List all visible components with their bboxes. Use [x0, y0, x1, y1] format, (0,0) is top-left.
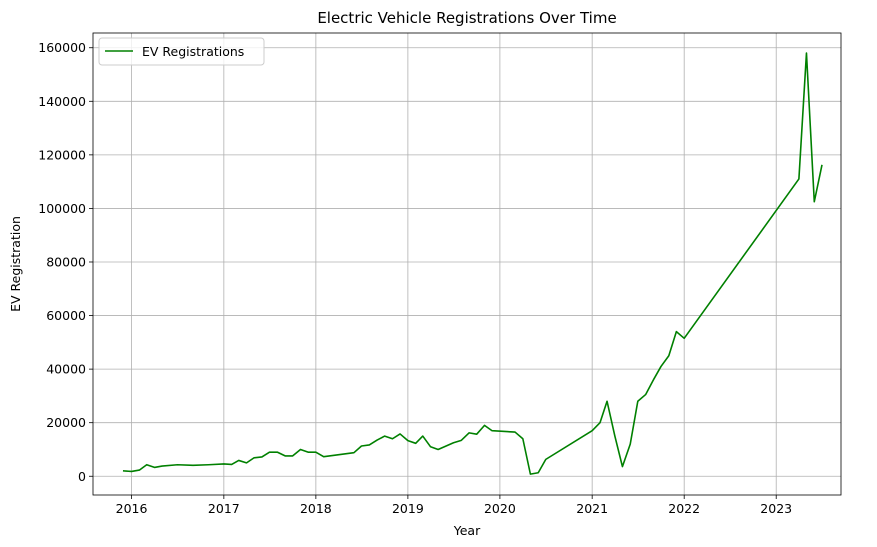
- y-tick-label: 160000: [38, 40, 86, 55]
- x-axis-label: Year: [453, 523, 481, 538]
- x-tick-label: 2017: [208, 501, 240, 516]
- y-axis-label: EV Registration: [8, 216, 23, 312]
- legend-label-ev-registrations: EV Registrations: [142, 44, 244, 59]
- y-tick-label: 40000: [46, 362, 86, 377]
- x-tick-label: 2020: [484, 501, 516, 516]
- legend-box: [98, 37, 265, 66]
- x-tick-label: 2023: [760, 501, 792, 516]
- y-tick-label: 60000: [46, 308, 86, 323]
- grid: [93, 33, 841, 495]
- y-tick-label: 120000: [38, 147, 86, 162]
- y-tick-label: 140000: [38, 94, 86, 109]
- y-tick-label: 100000: [38, 201, 86, 216]
- series-line-ev-registrations: [122, 52, 823, 475]
- series-layer: [122, 52, 823, 475]
- y-tick-label: 20000: [46, 415, 86, 430]
- x-tick-label: 2018: [300, 501, 332, 516]
- axes-frame: [92, 32, 842, 496]
- x-tick-label: 2022: [668, 501, 700, 516]
- x-tick-label: 2019: [392, 501, 424, 516]
- legend: EV Registrations: [98, 37, 265, 66]
- y-axis: 0 20000 40000 60000 80000 100000 120000 140000 1…: [38, 40, 93, 484]
- plot-area: [93, 33, 841, 495]
- chart-title: Electric Vehicle Registrations Over Time: [317, 9, 616, 27]
- y-tick-label: 0: [78, 469, 86, 484]
- x-tick-label: 2021: [576, 501, 608, 516]
- x-tick-label: 2016: [116, 501, 148, 516]
- y-tick-label: 80000: [46, 254, 86, 269]
- x-axis: 2016 2017 2018 2019 2020 2021 2022 2023: [116, 495, 792, 516]
